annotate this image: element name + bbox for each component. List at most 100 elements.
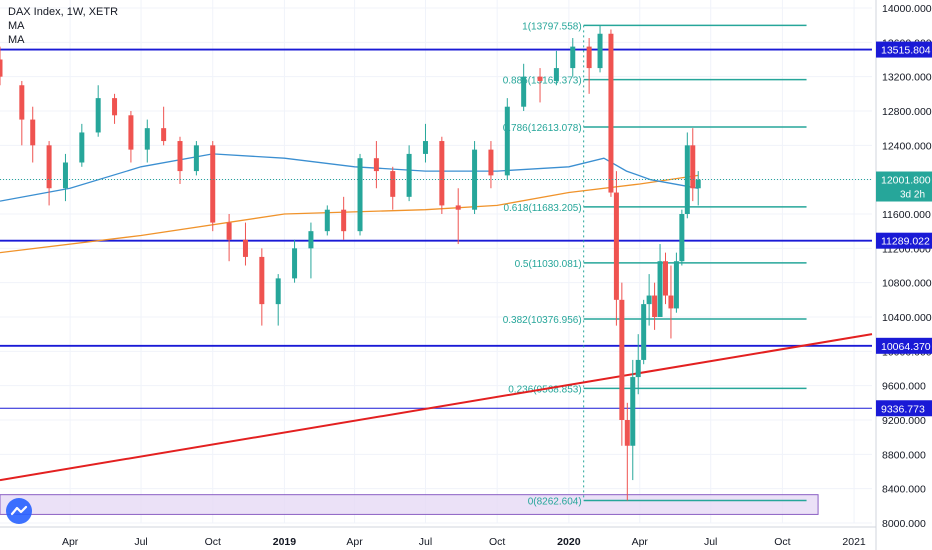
- candle: [504, 98, 510, 180]
- candle-body: [275, 278, 281, 305]
- candle: [624, 402, 630, 501]
- candle-body: [657, 261, 663, 317]
- level-price-tag-label: 13515.804: [881, 45, 931, 57]
- candle: [608, 29, 614, 197]
- candle-body: [422, 141, 428, 154]
- candle-body: [95, 98, 101, 133]
- grid-lines: [0, 0, 872, 524]
- candle-body: [46, 145, 52, 189]
- time-tick-label: Apr: [62, 536, 79, 548]
- candle: [619, 282, 625, 446]
- candle: [193, 141, 199, 176]
- candle: [652, 282, 658, 330]
- candle-body: [624, 420, 630, 446]
- price-tick-label: 10800.000: [882, 278, 932, 290]
- fib-level-label: 0.786(12613.078): [503, 123, 582, 134]
- level-price-tag: [876, 400, 932, 417]
- fib-level-label: 0.886(13165.373): [503, 76, 582, 87]
- time-tick-label: Jul: [134, 536, 147, 548]
- candle: [0, 46, 3, 86]
- candle-body: [373, 158, 379, 172]
- candle-body: [242, 239, 248, 257]
- fib-level-label: 0.618(11683.205): [503, 203, 581, 214]
- time-tick-label: Oct: [489, 536, 505, 548]
- candle: [646, 274, 652, 326]
- zone-box: [0, 494, 819, 515]
- candle-body: [19, 85, 25, 120]
- trendline[interactable]: [0, 333, 873, 482]
- price-tick-label: 10400.000: [882, 312, 932, 324]
- tradingview-logo-icon[interactable]: [6, 498, 32, 524]
- symbol-title[interactable]: DAX Index, 1W, XETR: [8, 6, 119, 18]
- time-tick-label: Oct: [205, 536, 221, 548]
- candle: [144, 119, 150, 163]
- candle: [597, 25, 603, 73]
- indicator-ma-1[interactable]: MA: [8, 20, 25, 32]
- price-tick-label: 8800.000: [882, 449, 926, 461]
- candle: [46, 141, 52, 206]
- time-tick-label: 2021: [842, 536, 866, 548]
- level-price-tag-label: 10064.370: [881, 341, 931, 353]
- ma-fast-line: [0, 153, 699, 202]
- candle-body: [619, 299, 625, 420]
- time-tick-label: Apr: [632, 536, 649, 548]
- candle-body: [635, 359, 641, 378]
- fibonacci-retracement[interactable]: 1(13797.558) 0.886(13165.373) 0.786(12613.…: [503, 21, 807, 507]
- price-tick-label: 11600.000: [882, 209, 931, 221]
- time-axis[interactable]: Apr Jul Oct 2019 Apr Jul Oct 2020 Apr Jul Oct 2021: [0, 526, 876, 548]
- candle-body: [210, 145, 216, 223]
- candle-body: [662, 261, 668, 296]
- current-price-tag-label: 12001.800: [881, 175, 931, 187]
- level-price-tag: [876, 41, 932, 58]
- candle: [570, 38, 576, 77]
- candle: [112, 93, 118, 124]
- candle-body: [668, 295, 674, 309]
- candle-body: [308, 231, 314, 249]
- candle-body: [341, 209, 347, 232]
- candle: [357, 153, 363, 236]
- candle: [553, 50, 559, 86]
- candle: [30, 106, 36, 163]
- price-axis[interactable]: 8000.000 8400.000 8800.000 9200.000 9600.000…: [875, 0, 932, 550]
- candle: [439, 136, 445, 214]
- ma-slow-line: [0, 174, 699, 254]
- candle-body: [613, 192, 619, 300]
- candle: [679, 209, 685, 266]
- candle-body: [79, 132, 85, 163]
- fib-level-label: 0.382(10376.956): [503, 315, 582, 326]
- candles: [0, 25, 701, 501]
- candle-body: [641, 304, 647, 360]
- candle-body: [673, 261, 679, 309]
- candle: [662, 252, 668, 305]
- candle: [62, 153, 68, 202]
- candle-body: [226, 222, 232, 240]
- candle-body: [144, 128, 150, 150]
- time-tick-label: Apr: [346, 536, 363, 548]
- level-price-tag-label: 11289.022: [881, 236, 930, 248]
- candle: [19, 80, 25, 146]
- time-tick-label: 2020: [557, 536, 581, 548]
- candle: [472, 141, 478, 214]
- candle: [324, 205, 330, 236]
- candle: [79, 123, 85, 167]
- current-price-tag: [876, 171, 932, 202]
- candle-body: [597, 33, 603, 69]
- price-tick-label: 14000.000: [882, 3, 932, 15]
- time-tick-label: 2019: [273, 536, 297, 548]
- candle: [455, 188, 461, 245]
- candle: [341, 196, 347, 240]
- candle-body: [292, 248, 298, 279]
- candle-body: [553, 68, 559, 81]
- candle-body: [62, 162, 68, 189]
- candle: [521, 63, 527, 111]
- candle: [488, 141, 494, 189]
- horizontal-levels: [0, 48, 872, 409]
- candle: [128, 111, 134, 163]
- candle: [668, 265, 674, 339]
- candle: [406, 145, 412, 202]
- indicator-ma-2[interactable]: MA: [8, 34, 25, 46]
- candle-body: [161, 128, 167, 142]
- candle: [259, 248, 265, 326]
- countdown-label: 3d 2h: [900, 190, 925, 201]
